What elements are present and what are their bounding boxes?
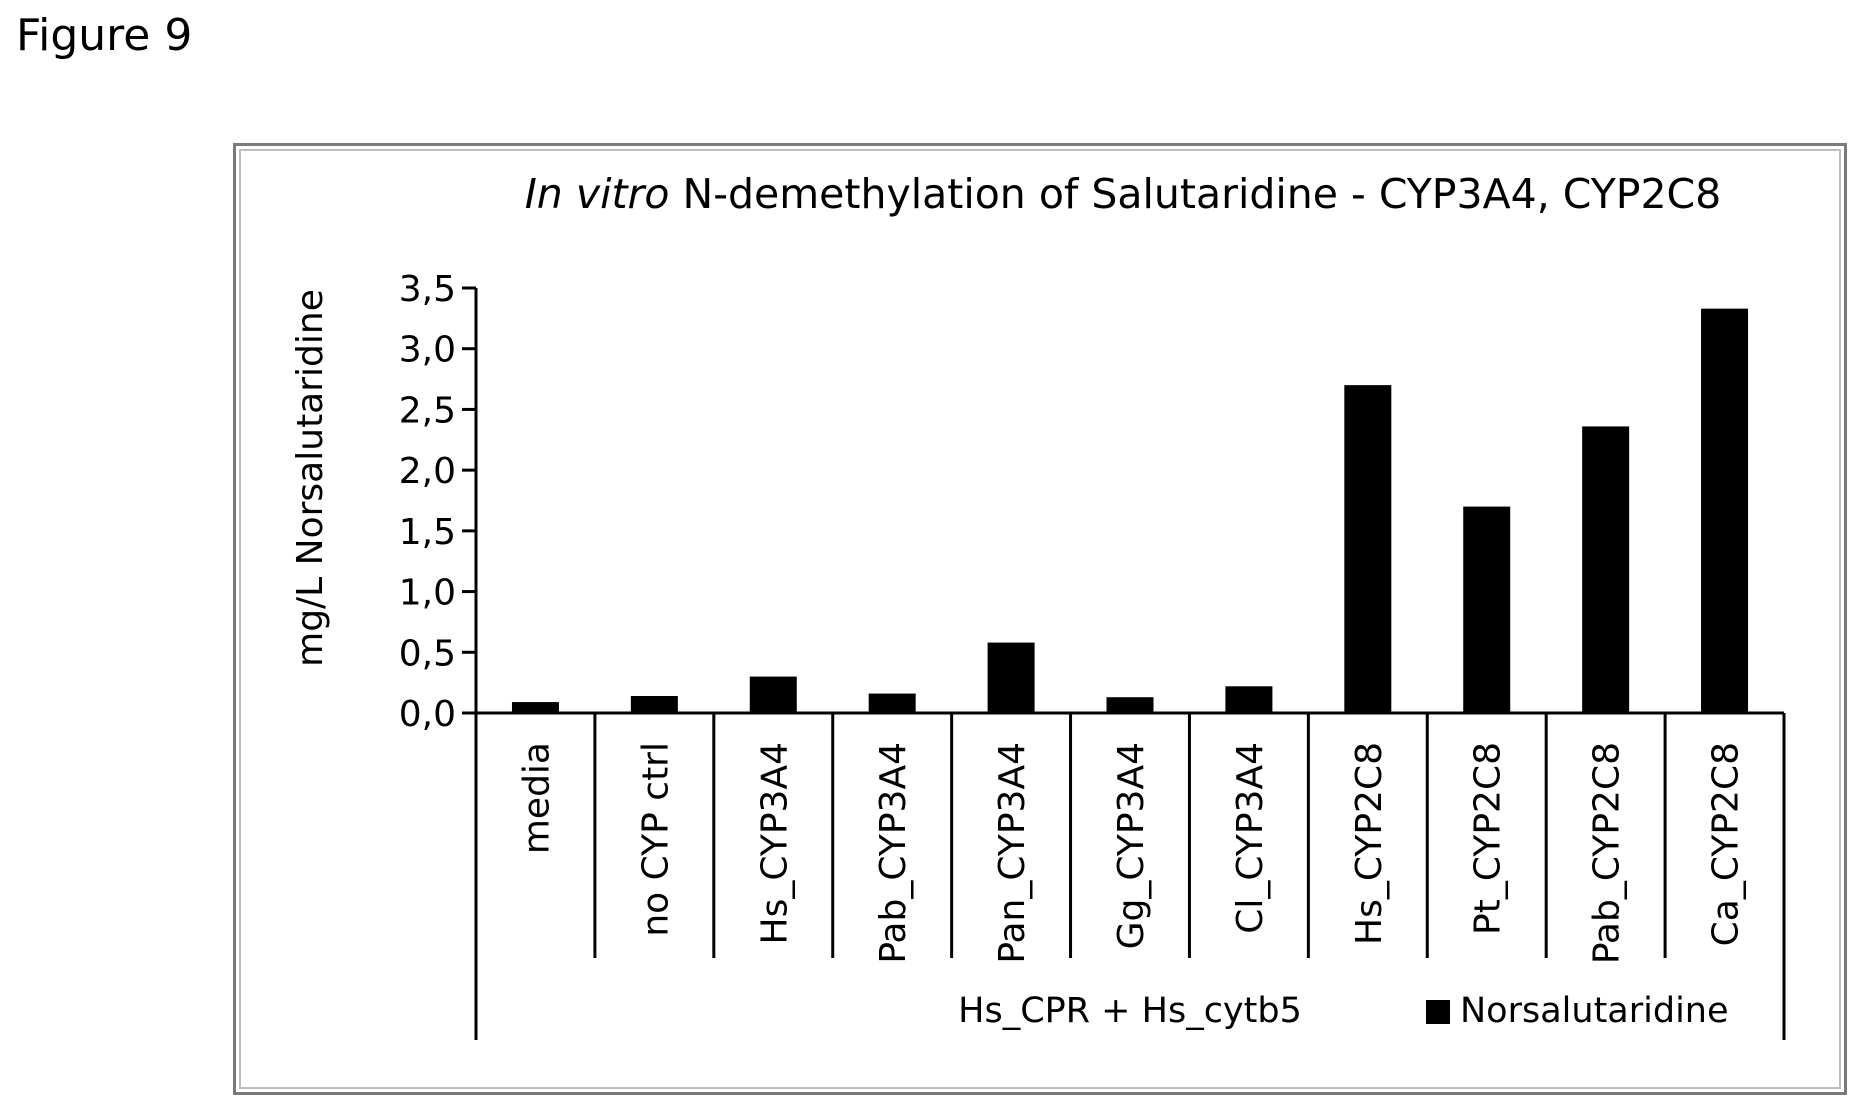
x-tick-label: Cl_CYP3A4 bbox=[1230, 742, 1271, 934]
y-tick-label: 1,0 bbox=[399, 573, 456, 614]
x-tick-label: Pt_CYP2C8 bbox=[1468, 742, 1509, 935]
x-tick-label: Pan_CYP3A4 bbox=[992, 742, 1033, 964]
x-tick-label: Gg_CYP3A4 bbox=[1111, 742, 1152, 949]
x-tick-label: Hs_CYP2C8 bbox=[1349, 742, 1390, 945]
chart-title: In vitro N-demethylation of Salutaridine… bbox=[525, 170, 1722, 218]
x-tick-label: Pab_CYP3A4 bbox=[873, 742, 914, 964]
axes: 0,0 0,5 1,0 1,5 2,0 2,5 3,0 3,5 bbox=[399, 269, 1786, 1040]
legend-swatch bbox=[1426, 1000, 1450, 1024]
y-tick-label: 1,5 bbox=[399, 512, 456, 553]
bar-gg-cyp3a4 bbox=[1106, 697, 1154, 713]
legend: Norsalutaridine bbox=[1426, 991, 1729, 1031]
y-tick-label: 0,0 bbox=[399, 694, 456, 735]
bar-no-cyp-ctrl bbox=[630, 696, 678, 713]
x-tick-labels: media no CYP ctrl Hs_CYP3A4 Pab_CYP3A4 Pan_C… bbox=[516, 742, 1746, 964]
bar-pt-cyp2c8 bbox=[1463, 506, 1511, 713]
bar-cl-cyp3a4 bbox=[1225, 686, 1273, 713]
x-tick-label: media bbox=[516, 742, 557, 854]
x-tick-label: Ca_CYP2C8 bbox=[1706, 742, 1747, 946]
bar-pab-cyp2c8 bbox=[1582, 426, 1630, 713]
chart-title-rest: N-demethylation of Salutaridine - CYP3A4… bbox=[670, 170, 1722, 218]
y-tick-label: 3,0 bbox=[399, 330, 456, 371]
y-tick-label: 0,5 bbox=[399, 633, 456, 674]
x-tick-label: Pab_CYP2C8 bbox=[1587, 742, 1628, 964]
bar-hs-cyp2c8 bbox=[1344, 385, 1392, 713]
bar-hs-cyp3a4 bbox=[749, 676, 797, 713]
figure-label: Figure 9 bbox=[16, 10, 193, 61]
bar-media bbox=[511, 702, 559, 713]
bars bbox=[511, 308, 1749, 713]
y-tick-label: 2,5 bbox=[399, 390, 456, 431]
y-tick-label: 3,5 bbox=[399, 269, 456, 310]
x-tick-label: no CYP ctrl bbox=[635, 742, 676, 937]
group-label: Hs_CPR + Hs_cytb5 bbox=[958, 991, 1302, 1031]
bar-ca-cyp2c8 bbox=[1701, 308, 1749, 713]
bar-pab-cyp3a4 bbox=[868, 693, 916, 713]
y-axis-label: mg/L Norsalutaridine bbox=[290, 289, 331, 667]
x-tick-label: Hs_CYP3A4 bbox=[754, 742, 795, 944]
chart-frame bbox=[233, 143, 1847, 1095]
legend-label: Norsalutaridine bbox=[1460, 991, 1729, 1031]
y-tick-label: 2,0 bbox=[399, 451, 456, 492]
chart-title-italic: In vitro bbox=[525, 170, 670, 218]
bar-pan-cyp3a4 bbox=[987, 642, 1035, 713]
